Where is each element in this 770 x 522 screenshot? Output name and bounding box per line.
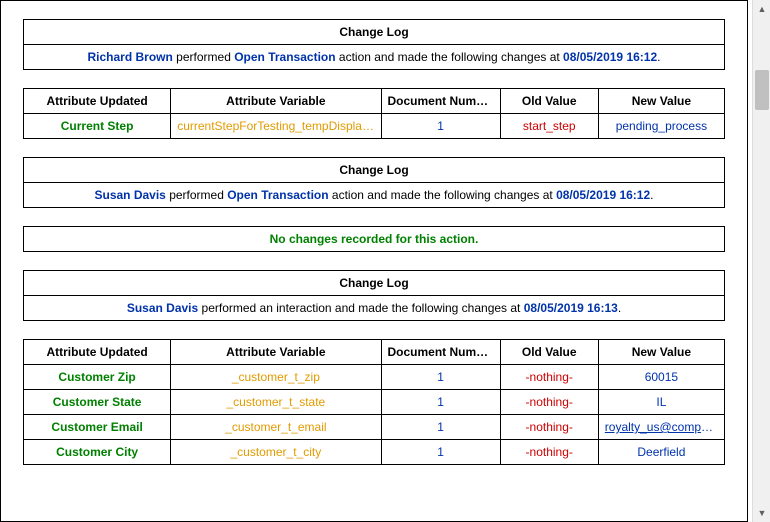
outer-scrollbar[interactable]: ▲ ▼: [752, 0, 770, 522]
cell-new: IL: [598, 390, 724, 415]
change-log-block: Change LogRichard Brown performed Open T…: [23, 19, 725, 70]
table-row: Customer City_customer_t_city1-nothing-D…: [24, 440, 725, 465]
action-name: Open Transaction: [234, 50, 335, 64]
cell-new: pending_process: [598, 114, 724, 139]
table-row: Customer Email_customer_t_email1-nothing…: [24, 415, 725, 440]
email-link[interactable]: royalty_us@company.com: [605, 420, 725, 434]
cell-new[interactable]: royalty_us@company.com: [598, 415, 724, 440]
change-log-data-table: Attribute UpdatedAttribute VariableDocum…: [23, 339, 725, 465]
cell-old: -nothing-: [500, 390, 598, 415]
cell-doc: 1: [381, 390, 500, 415]
cell-var: _customer_t_state: [171, 390, 381, 415]
change-log-title: Change Log: [24, 20, 725, 45]
col-header-old: Old Value: [500, 340, 598, 365]
timestamp: 08/05/2019 16:13: [524, 301, 618, 315]
cell-doc: 1: [381, 365, 500, 390]
content: Change LogRichard Brown performed Open T…: [1, 1, 747, 501]
cell-doc: 1: [381, 114, 500, 139]
viewport: Change LogRichard Brown performed Open T…: [0, 0, 770, 522]
change-log-data-block: Attribute UpdatedAttribute VariableDocum…: [23, 88, 725, 139]
col-header-new: New Value: [598, 89, 724, 114]
col-header-var: Attribute Variable: [171, 89, 381, 114]
cell-old: start_step: [500, 114, 598, 139]
col-header-attr: Attribute Updated: [24, 89, 171, 114]
change-log-data-table: Attribute UpdatedAttribute VariableDocum…: [23, 88, 725, 139]
cell-var: _customer_t_zip: [171, 365, 381, 390]
col-header-old: Old Value: [500, 89, 598, 114]
table-row: Current StepcurrentStepForTesting_tempDi…: [24, 114, 725, 139]
change-log-message-table: No changes recorded for this action.: [23, 226, 725, 252]
user-name: Susan Davis: [94, 188, 165, 202]
cell-attr: Customer State: [24, 390, 171, 415]
change-log-sentence: Susan Davis performed an interaction and…: [24, 296, 725, 321]
user-name: Susan Davis: [127, 301, 198, 315]
timestamp: 08/05/2019 16:12: [563, 50, 657, 64]
change-log-block: Change LogSusan Davis performed an inter…: [23, 270, 725, 321]
table-row: Customer State_customer_t_state1-nothing…: [24, 390, 725, 415]
col-header-doc: Document Number: [381, 89, 500, 114]
scroll-area[interactable]: Change LogRichard Brown performed Open T…: [0, 0, 748, 522]
cell-var: currentStepForTesting_tempDisplay_t: [171, 114, 381, 139]
cell-doc: 1: [381, 415, 500, 440]
timestamp: 08/05/2019 16:12: [556, 188, 650, 202]
cell-new: Deerfield: [598, 440, 724, 465]
change-log-title: Change Log: [24, 158, 725, 183]
change-log-message-block: No changes recorded for this action.: [23, 226, 725, 252]
col-header-var: Attribute Variable: [171, 340, 381, 365]
change-log-title: Change Log: [24, 271, 725, 296]
cell-var: _customer_t_city: [171, 440, 381, 465]
change-log-sentence: Susan Davis performed Open Transaction a…: [24, 183, 725, 208]
cell-old: -nothing-: [500, 440, 598, 465]
change-log-header-table: Change LogSusan Davis performed Open Tra…: [23, 157, 725, 208]
change-log-block: Change LogSusan Davis performed Open Tra…: [23, 157, 725, 208]
change-log-header-table: Change LogRichard Brown performed Open T…: [23, 19, 725, 70]
col-header-attr: Attribute Updated: [24, 340, 171, 365]
change-log-sentence: Richard Brown performed Open Transaction…: [24, 45, 725, 70]
cell-old: -nothing-: [500, 365, 598, 390]
change-log-header-table: Change LogSusan Davis performed an inter…: [23, 270, 725, 321]
cell-attr: Customer Email: [24, 415, 171, 440]
cell-attr: Current Step: [24, 114, 171, 139]
user-name: Richard Brown: [88, 50, 173, 64]
col-header-doc: Document Number: [381, 340, 500, 365]
table-row: Customer Zip_customer_t_zip1-nothing-600…: [24, 365, 725, 390]
cell-new: 60015: [598, 365, 724, 390]
scroll-down-icon[interactable]: ▼: [753, 504, 770, 522]
cell-var: _customer_t_email: [171, 415, 381, 440]
scroll-thumb[interactable]: [755, 70, 769, 110]
scroll-up-icon[interactable]: ▲: [753, 0, 770, 18]
change-log-data-block: Attribute UpdatedAttribute VariableDocum…: [23, 339, 725, 465]
col-header-new: New Value: [598, 340, 724, 365]
cell-old: -nothing-: [500, 415, 598, 440]
action-name: Open Transaction: [227, 188, 328, 202]
cell-attr: Customer Zip: [24, 365, 171, 390]
cell-doc: 1: [381, 440, 500, 465]
cell-attr: Customer City: [24, 440, 171, 465]
no-changes-msg: No changes recorded for this action.: [24, 227, 725, 252]
